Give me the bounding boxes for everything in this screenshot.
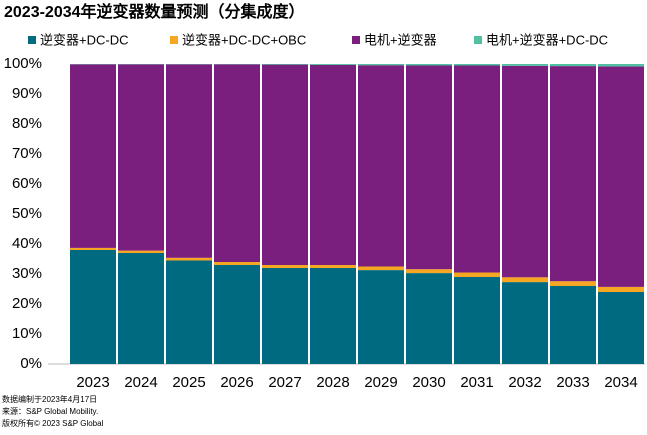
bar-segment <box>550 286 596 364</box>
bar-segment <box>262 64 308 65</box>
bar-segment <box>454 277 500 364</box>
y-tick-label: 50% <box>12 205 42 222</box>
bar-segment <box>358 267 404 271</box>
legend-swatch <box>28 36 36 44</box>
y-tick-label: 40% <box>12 235 42 252</box>
y-tick-label: 80% <box>12 115 42 132</box>
y-tick-label: 90% <box>12 85 42 102</box>
x-tick-label: 2024 <box>124 374 157 391</box>
x-tick-label: 2027 <box>268 374 301 391</box>
bar-segment <box>70 64 116 248</box>
bar-segment <box>502 66 548 277</box>
bar-segment <box>502 64 548 66</box>
bar-segment <box>310 268 356 364</box>
bar-segment <box>550 64 596 66</box>
bar-segment <box>118 64 164 250</box>
y-tick-label: 10% <box>12 325 42 342</box>
y-tick-label: 60% <box>12 175 42 192</box>
x-tick-label: 2028 <box>316 374 349 391</box>
bar-segment <box>214 64 260 262</box>
bar-segment <box>214 265 260 364</box>
legend-label: 逆变器+DC-DC <box>40 32 128 47</box>
footnote: 来源：S&P Global Mobility. <box>2 407 98 416</box>
x-tick-label: 2032 <box>508 374 541 391</box>
bar-segment <box>550 66 596 281</box>
bar-segment <box>598 292 644 364</box>
y-tick-label: 0% <box>20 355 42 372</box>
bar-segment <box>502 277 548 282</box>
x-tick-label: 2023 <box>76 374 109 391</box>
bar-segment <box>454 66 500 273</box>
bar-segment <box>550 281 596 286</box>
bar-segment <box>502 282 548 364</box>
bar-segment <box>406 64 452 66</box>
x-tick-label: 2029 <box>364 374 397 391</box>
legend-label: 逆变器+DC-DC+OBC <box>182 32 306 47</box>
bar-segment <box>166 258 212 261</box>
x-tick-label: 2025 <box>172 374 205 391</box>
bar-segment <box>358 270 404 364</box>
bar-segment <box>358 64 404 65</box>
chart-title: 2023-2034年逆变器数量预测（分集成度） <box>4 2 305 21</box>
bar-segment <box>454 273 500 278</box>
y-tick-label: 20% <box>12 295 42 312</box>
bar-segment <box>598 287 644 292</box>
bar-segment <box>454 64 500 66</box>
bar-segment <box>166 261 212 365</box>
footnote: 版权所有© 2023 S&P Global <box>2 418 104 428</box>
bar-segment <box>70 248 116 250</box>
bar-segment <box>310 265 356 268</box>
bar-segment <box>118 251 164 253</box>
x-tick-label: 2033 <box>556 374 589 391</box>
x-tick-label: 2030 <box>412 374 445 391</box>
y-tick-label: 30% <box>12 265 42 282</box>
legend-label: 电机+逆变器 <box>364 32 437 47</box>
bar-segment <box>310 64 356 65</box>
bar-segment <box>70 250 116 364</box>
bar-segment <box>214 262 260 265</box>
y-tick-label: 70% <box>12 145 42 162</box>
bar-segment <box>262 65 308 265</box>
x-tick-label: 2034 <box>604 374 637 391</box>
legend-swatch <box>352 36 360 44</box>
bar-segment <box>598 66 644 287</box>
legend-swatch <box>170 36 178 44</box>
legend-swatch <box>474 36 482 44</box>
bar-segment <box>310 65 356 265</box>
footnote: 数据编制于2023年4月17日 <box>2 394 97 404</box>
bar-segment <box>166 64 212 257</box>
legend-label: 电机+逆变器+DC-DC <box>486 32 608 47</box>
bar-segment <box>358 65 404 266</box>
bar-segment <box>118 253 164 364</box>
bar-segment <box>406 66 452 270</box>
x-tick-label: 2026 <box>220 374 253 391</box>
bar-segment <box>262 268 308 364</box>
bar-segment <box>262 265 308 268</box>
x-tick-label: 2031 <box>460 374 493 391</box>
y-tick-label: 100% <box>4 55 42 72</box>
bar-segment <box>406 269 452 273</box>
bar-segment <box>598 64 644 66</box>
bar-segment <box>406 273 452 364</box>
